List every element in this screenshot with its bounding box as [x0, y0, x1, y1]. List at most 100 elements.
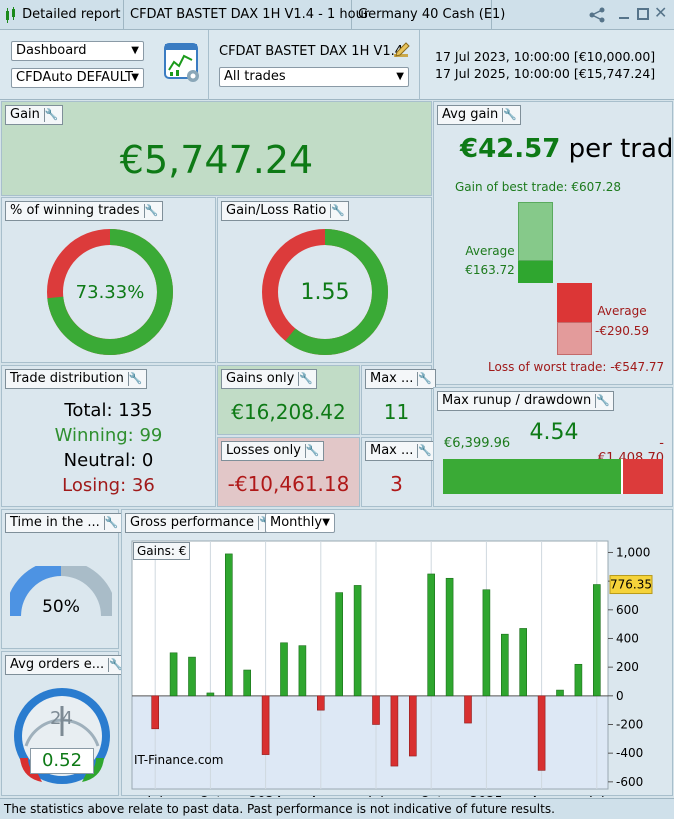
wrench-icon[interactable]: 🔧 — [43, 108, 59, 122]
wrench-icon[interactable]: 🔧 — [417, 444, 433, 458]
bar — [169, 652, 178, 697]
x-tick-label: 2024 — [249, 795, 282, 797]
strategy-name: CFDAT BASTET DAX 1H V1.4 — [219, 44, 404, 59]
max-wins-label: Max ... — [370, 371, 414, 386]
close-icon[interactable]: ✕ — [654, 3, 668, 22]
date-end-text: 17 Jul 2025, 10:00:00 — [435, 66, 570, 81]
gains-only-header: Gains only 🔧 — [221, 369, 318, 389]
max-consecutive-wins-panel: Max ... 🔧 11 — [361, 365, 437, 435]
wrench-icon[interactable]: 🔧 — [417, 372, 433, 386]
settings-report-icon[interactable] — [162, 42, 202, 84]
avg-gain-value: €42.57 — [460, 134, 561, 164]
runup-panel: Max runup / drawdown🔧 €6,399.96 4.54 -€1… — [433, 387, 673, 507]
wrench-icon[interactable]: 🔧 — [595, 394, 610, 408]
minimize-icon[interactable] — [618, 7, 630, 21]
bar — [151, 695, 160, 730]
wrench-icon[interactable]: 🔧 — [304, 444, 320, 458]
bar — [445, 577, 454, 697]
chevron-down-icon: ▼ — [131, 72, 139, 83]
avg-up-label: Average — [465, 244, 515, 258]
avg-orders-dial: 24 — [50, 708, 73, 729]
tab-instrument[interactable]: Germany 40 Cash (E1) — [352, 0, 505, 30]
max-wins-header: Max ... 🔧 — [365, 369, 437, 389]
distribution-total: Total: 135 — [64, 400, 153, 421]
tab-strategy[interactable]: CFDAT BASTET DAX 1H V1.4 - 1 hour — [124, 0, 369, 30]
runup-bar — [443, 459, 624, 494]
gross-performance-chart: Jul Oct 2024 Apr Jul Oct 2025 Apr Jul -600 -400 -20… — [131, 540, 653, 797]
worst-trade-label: Loss of worst trade: -€547.77 — [488, 360, 665, 374]
best-trade-label: Gain of best trade: €607.28 — [455, 180, 622, 194]
avg-orders-value: 0.52 — [30, 748, 94, 774]
plot-border — [131, 540, 609, 790]
distribution-header: Trade distribution 🔧 — [5, 369, 147, 389]
x-tick-label: Oct — [199, 795, 221, 797]
period-select-value: Monthly — [270, 515, 323, 530]
losses-only-header: Losses only 🔧 — [221, 441, 324, 461]
max-losses-value: 3 — [390, 472, 403, 496]
bar — [243, 669, 251, 697]
avg-down-value: -€290.59 — [595, 324, 649, 338]
ratio-label: Gain/Loss Ratio — [226, 203, 327, 218]
bar — [556, 689, 564, 697]
gains-only-panel: Gains only 🔧 €16,208.42 — [217, 365, 360, 435]
title-bar: Detailed report CFDAT BASTET DAX 1H V1.4… — [0, 0, 674, 30]
account-select[interactable]: CFDAuto DEFAULT ▼ — [11, 68, 144, 88]
max-consecutive-losses-panel: Max ... 🔧 3 — [361, 437, 437, 507]
share-icon[interactable] — [588, 6, 606, 28]
wrench-icon[interactable]: 🔧 — [108, 658, 123, 672]
avg-gain-panel: Avg gain🔧 €42.57 per trade Gain of best … — [433, 101, 674, 385]
winning-donut — [47, 229, 173, 355]
y-tick-label: -400 — [616, 746, 643, 760]
y-tick-label: 200 — [616, 660, 639, 674]
view-select[interactable]: Dashboard ▼ — [11, 41, 144, 61]
maximize-icon[interactable] — [637, 8, 649, 20]
avg-loss-bar — [557, 283, 592, 322]
ratio-value: 1.55 — [300, 280, 350, 305]
bar — [261, 695, 270, 755]
tab-detailed-report[interactable]: Detailed report — [0, 0, 124, 30]
time-in-label: Time in the ... — [10, 515, 100, 530]
wrench-icon[interactable]: 🔧 — [143, 204, 159, 218]
wrench-icon[interactable]: 🔧 — [502, 108, 517, 122]
bar — [280, 642, 288, 697]
wrench-icon[interactable]: 🔧 — [127, 372, 143, 386]
winning-header: % of winning trades 🔧 — [5, 201, 163, 221]
trades-select[interactable]: All trades ▼ — [219, 67, 409, 87]
bar — [574, 663, 583, 697]
wrench-icon[interactable]: 🔧 — [103, 516, 119, 530]
date-end: 17 Jul 2025, 10:00:00 [€15,747.24] — [435, 66, 655, 81]
winning-value: 73.33% — [75, 282, 145, 303]
avg-gain-suffix: per trade — [568, 134, 674, 164]
gross-performance-panel: Gross performance🔧 Monthly▼ JulOct2024Ap… — [121, 509, 673, 797]
gauge-fill — [10, 566, 62, 617]
wrench-icon[interactable]: 🔧 — [330, 204, 345, 218]
losses-only-value: -€10,461.18 — [227, 472, 350, 496]
bar — [427, 573, 436, 697]
y-tick-label: -600 — [616, 775, 643, 789]
series-label: Gains: € — [133, 542, 191, 560]
account-select-value: CFDAuto DEFAULT — [16, 70, 133, 85]
max-wins-value: 11 — [383, 400, 410, 424]
ratio-panel: Gain/Loss Ratio 🔧 1.55 — [217, 197, 432, 363]
worst-trade-bar — [557, 322, 592, 355]
distribution-neutral: Neutral: 0 — [63, 450, 154, 471]
time-in-value: 50% — [42, 597, 80, 617]
avg-gain-value-line: €42.57 per trade — [460, 134, 674, 164]
bar — [592, 584, 601, 697]
y-tick-label: 600 — [616, 603, 639, 617]
bar — [206, 692, 215, 697]
bar — [188, 656, 196, 697]
tab-instrument-label: Germany 40 Cash (E1) — [358, 7, 506, 22]
value-start-text: [€10,000.00] — [573, 49, 656, 64]
losses-only-label: Losses only — [226, 443, 301, 458]
toolbar-divider — [208, 30, 209, 100]
wrench-icon[interactable]: 🔧 — [298, 372, 313, 386]
footer-disclaimer: The statistics above relate to past data… — [0, 798, 674, 819]
gains-only-value: €16,208.42 — [231, 400, 346, 424]
edit-pencil-icon[interactable] — [392, 39, 412, 63]
tab-strategy-label: CFDAT BASTET DAX 1H V1.4 - 1 hour — [130, 7, 370, 22]
period-select[interactable]: Monthly ▼ — [265, 513, 335, 533]
bar — [537, 695, 546, 771]
x-tick-label: Jul — [367, 795, 384, 797]
time-in-gauge — [10, 566, 112, 617]
